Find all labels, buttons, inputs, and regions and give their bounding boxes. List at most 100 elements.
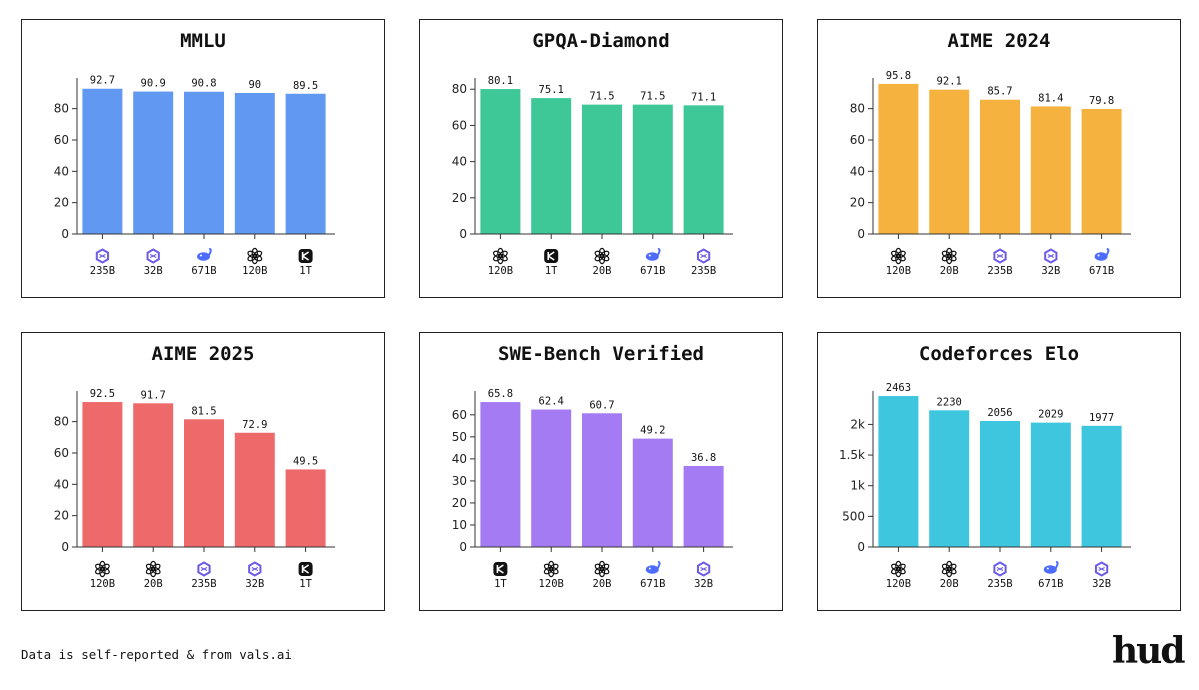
y-tick-label: 80	[54, 415, 69, 429]
y-tick-label: 60	[850, 133, 865, 147]
y-tick-label: 60	[452, 118, 467, 132]
y-tick-label: 0	[459, 227, 467, 241]
x-category-label: 32B	[144, 265, 163, 277]
bar	[1081, 108, 1122, 234]
bar-value-label: 81.4	[1038, 92, 1063, 104]
x-category-label: 32B	[694, 578, 713, 590]
bar-value-label: 80.1	[488, 75, 513, 87]
openai-icon	[247, 247, 263, 265]
bar	[632, 104, 673, 234]
bar-chart: 0 10 20 30 40 50 60 65.8 1T 62.4 120B 60.7 20B 49.2 67…	[452, 388, 733, 590]
y-tick-label: 0	[61, 227, 69, 241]
bar-value-label: 92.1	[937, 76, 962, 88]
deepseek-icon	[645, 561, 661, 574]
x-category-label: 235B	[987, 578, 1012, 590]
openai-icon	[493, 247, 508, 265]
chart-title: AIME 2025	[151, 343, 255, 365]
chart-panel-gpqa-diamond: GPQA-Diamond 0 20 40 60 80 80.1 120B 75.1 1T 71.5…	[419, 19, 783, 298]
deepseek-icon	[1094, 248, 1110, 261]
bar	[234, 92, 275, 234]
x-category-label: 1T	[299, 578, 312, 590]
bar	[133, 91, 174, 234]
bar-value-label: 90	[248, 79, 261, 91]
y-tick-label: 40	[452, 155, 467, 169]
chart-panel-aime-2024: AIME 2024 0 20 40 60 80 95.8 120B 92.1 20B 85.7 23…	[817, 19, 1181, 298]
bar-value-label: 71.1	[691, 91, 716, 103]
bar	[285, 93, 326, 234]
qwen-icon	[993, 248, 1007, 264]
bar-value-label: 2056	[987, 407, 1012, 419]
chart-panel-swe-bench-verified: SWE-Bench Verified 0 10 20 30 40 50 60 65.8 1T 62…	[419, 332, 783, 611]
y-tick-label: 80	[850, 102, 865, 116]
x-category-label: 20B	[940, 578, 959, 590]
y-tick-label: 1.5k	[839, 448, 865, 462]
y-tick-label: 40	[850, 164, 865, 178]
x-category-label: 235B	[987, 265, 1012, 277]
bar	[980, 420, 1020, 547]
qwen-icon	[197, 561, 211, 577]
qwen-icon	[1094, 561, 1109, 577]
bar	[878, 83, 919, 234]
x-category-label: 120B	[242, 265, 267, 277]
bar-value-label: 92.7	[90, 75, 115, 87]
deepseek-icon	[1043, 561, 1059, 574]
bar-chart: 0 20 40 60 80 92.5 120B 91.7 20B 81.5 235B 72.9 32B 4…	[54, 388, 335, 590]
y-tick-label: 2k	[850, 417, 865, 431]
qwen-icon	[1044, 248, 1058, 264]
y-tick-label: 20	[452, 191, 467, 205]
openai-icon	[941, 560, 957, 578]
bar-value-label: 85.7	[987, 86, 1012, 98]
openai-icon	[95, 560, 110, 578]
bar-chart: 0 20 40 60 80 95.8 120B 92.1 20B 85.7 235B 81.4 32B 7…	[850, 70, 1131, 277]
y-tick-label: 30	[452, 474, 467, 488]
x-category-label: 235B	[90, 265, 115, 277]
bar-value-label: 49.2	[640, 425, 665, 437]
bar-value-label: 60.7	[589, 399, 614, 411]
footer-note: Data is self-reported & from vals.ai	[21, 647, 292, 662]
bar-value-label: 36.8	[691, 452, 716, 464]
qwen-icon	[95, 248, 110, 264]
x-category-label: 32B	[1092, 578, 1111, 590]
bar	[480, 89, 521, 234]
x-category-label: 671B	[640, 578, 665, 590]
qwen-icon	[696, 561, 711, 577]
bar	[480, 402, 521, 547]
bar	[878, 396, 919, 547]
chart-panel-codeforces-elo: Codeforces Elo 0 500 1k 1.5k 2k 2463 120B 2230 2…	[817, 332, 1181, 611]
y-tick-label: 80	[54, 102, 69, 116]
bar-value-label: 2230	[937, 396, 962, 408]
bar-chart: 0 20 40 60 80 80.1 120B 75.1 1T 71.5 20B 71.5 671B 71…	[452, 75, 733, 277]
y-tick-label: 0	[857, 540, 865, 554]
openai-icon	[543, 560, 559, 578]
y-tick-label: 20	[54, 196, 69, 210]
y-tick-label: 0	[857, 227, 865, 241]
openai-icon	[891, 247, 906, 265]
x-category-label: 32B	[1041, 265, 1060, 277]
x-category-label: 120B	[539, 578, 564, 590]
bar-value-label: 2463	[886, 382, 911, 394]
bar	[531, 98, 572, 234]
bar-value-label: 81.5	[191, 405, 216, 417]
bar-value-label: 91.7	[141, 389, 166, 401]
bar-value-label: 49.5	[293, 455, 318, 467]
y-tick-label: 20	[54, 509, 69, 523]
bar	[582, 413, 622, 547]
x-category-label: 20B	[593, 578, 612, 590]
bar-value-label: 71.5	[640, 91, 665, 103]
bar-value-label: 2029	[1038, 409, 1063, 421]
bar-value-label: 1977	[1089, 412, 1114, 424]
bar	[582, 104, 622, 234]
y-tick-label: 80	[452, 82, 467, 96]
bar-value-label: 92.5	[90, 388, 115, 400]
x-category-label: 120B	[886, 578, 911, 590]
openai-icon	[145, 560, 161, 578]
x-category-label: 235B	[691, 265, 716, 277]
y-tick-label: 40	[54, 477, 69, 491]
chart-title: Codeforces Elo	[918, 343, 1080, 365]
kimi-icon	[544, 249, 559, 263]
bar-value-label: 72.9	[242, 419, 267, 431]
kimi-icon	[298, 562, 313, 576]
bar	[929, 410, 970, 547]
kimi-icon	[493, 562, 508, 576]
bar	[632, 438, 673, 547]
